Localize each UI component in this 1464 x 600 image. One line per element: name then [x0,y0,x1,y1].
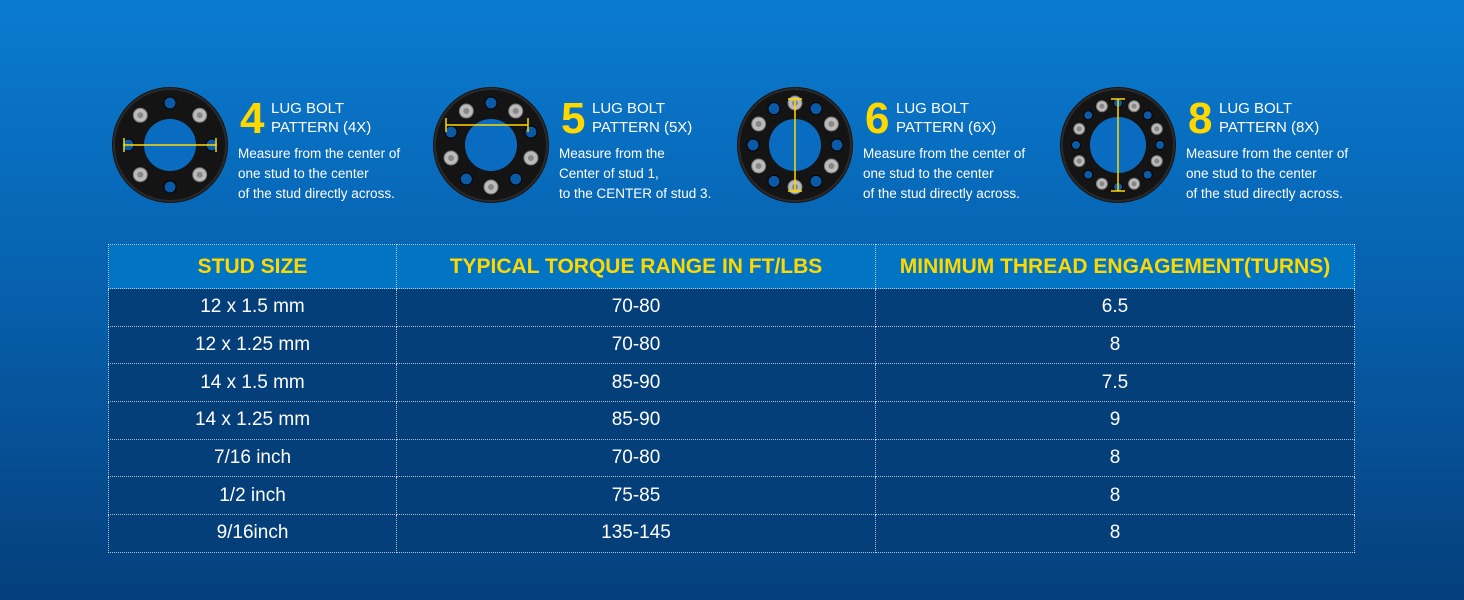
thread-engagement-cell: 9 [875,401,1355,440]
lug-pattern-5: 5 LUG BOLT PATTERN (5X) Measure from the Cen… [431,85,751,205]
title-line: LUG BOLT [1219,100,1293,117]
table-row: 9/16inch 135-145 8 [108,514,1355,553]
description-line: of the stud directly across. [238,186,395,201]
thread-engagement-cell: 8 [875,514,1355,553]
stud-size-cell: 9/16inch [108,514,397,553]
table-row: 14 x 1.5 mm 85-90 7.5 [108,363,1355,403]
table-row: 12 x 1.5 mm 70-80 6.5 [108,288,1355,327]
wheel-spacer-icon [1060,87,1176,203]
pattern-title: LUG BOLT PATTERN (5X) [592,99,692,137]
wheel-spacer-icon [112,87,228,203]
description-line: Measure from the center of [238,146,401,161]
thread-engagement-cell: 8 [875,325,1355,365]
table-row: 7/16 inch 70-80 8 [108,438,1355,478]
pattern-description: Measure from the center of one stud to th… [238,144,400,204]
torque-range-cell: 70-80 [396,438,876,478]
pattern-title: LUG BOLT PATTERN (6X) [896,99,996,137]
table-row: 12 x 1.25 mm 70-80 8 [108,325,1355,365]
lug-count: 4 [240,94,265,143]
description-line: Center of stud 1, [559,166,659,181]
description-line: one stud to the center [863,166,994,181]
description-line: one stud to the center [1186,166,1317,181]
stud-size-cell: 12 x 1.5 mm [108,288,397,327]
description-line: of the stud directly across. [863,186,1020,201]
header-torque: TYPICAL TORQUE RANGE IN FT/LBS [396,244,876,289]
lug-pattern-4: 4 LUG BOLT PATTERN (4X) Measure from the ce… [110,85,430,205]
description-line: Measure from the center of [863,146,1026,161]
description-line: Measure from the [559,146,665,161]
pattern-description: Measure from the center of one stud to th… [863,144,1025,204]
torque-range-cell: 70-80 [396,325,876,365]
torque-range-cell: 70-80 [396,288,876,327]
torque-range-cell: 75-85 [396,476,876,516]
stud-size-cell: 14 x 1.25 mm [108,401,397,440]
thread-engagement-cell: 7.5 [875,363,1355,403]
description-line: one stud to the center [238,166,369,181]
torque-range-cell: 85-90 [396,401,876,440]
table-header-row: STUD SIZE TYPICAL TORQUE RANGE IN FT/LBS… [108,244,1355,289]
thread-engagement-cell: 6.5 [875,288,1355,327]
pattern-description: Measure from the Center of stud 1, to the … [559,144,711,204]
torque-table: STUD SIZE TYPICAL TORQUE RANGE IN FT/LBS… [108,244,1355,553]
stud-size-cell: 1/2 inch [108,476,397,516]
pattern-title: LUG BOLT PATTERN (4X) [271,99,371,137]
torque-range-cell: 135-145 [396,514,876,553]
header-stud-size: STUD SIZE [108,244,397,289]
stud-size-cell: 12 x 1.25 mm [108,325,397,365]
title-line: LUG BOLT [592,100,666,117]
table-row: 14 x 1.25 mm 85-90 9 [108,401,1355,440]
title-line: LUG BOLT [271,100,345,117]
thread-engagement-cell: 8 [875,476,1355,516]
torque-range-cell: 85-90 [396,363,876,403]
stud-size-cell: 14 x 1.5 mm [108,363,397,403]
wheel-spacer-icon [737,87,853,203]
wheel-spacer-icon [433,87,549,203]
lug-pattern-8: 8 LUG BOLT PATTERN (8X) Measure from the ce… [1058,85,1378,205]
lug-pattern-6: 6 LUG BOLT PATTERN (6X) Measure from the ce… [735,85,1055,205]
title-line: PATTERN (8X) [1219,119,1320,136]
description-line: to the CENTER of stud 3. [559,186,712,201]
description-line: of the stud directly across. [1186,186,1343,201]
title-line: PATTERN (4X) [271,119,372,136]
thread-engagement-cell: 8 [875,438,1355,478]
lug-count: 6 [865,94,890,143]
pattern-title: LUG BOLT PATTERN (8X) [1219,99,1319,137]
title-line: LUG BOLT [896,100,970,117]
header-thread-engagement: MINIMUM THREAD ENGAGEMENT(TURNS) [875,244,1355,289]
lug-count: 8 [1188,94,1213,143]
pattern-description: Measure from the center of one stud to th… [1186,144,1348,204]
lug-count: 5 [561,94,586,143]
title-line: PATTERN (6X) [896,119,997,136]
title-line: PATTERN (5X) [592,119,693,136]
table-row: 1/2 inch 75-85 8 [108,476,1355,516]
stud-size-cell: 7/16 inch [108,438,397,478]
description-line: Measure from the center of [1186,146,1349,161]
